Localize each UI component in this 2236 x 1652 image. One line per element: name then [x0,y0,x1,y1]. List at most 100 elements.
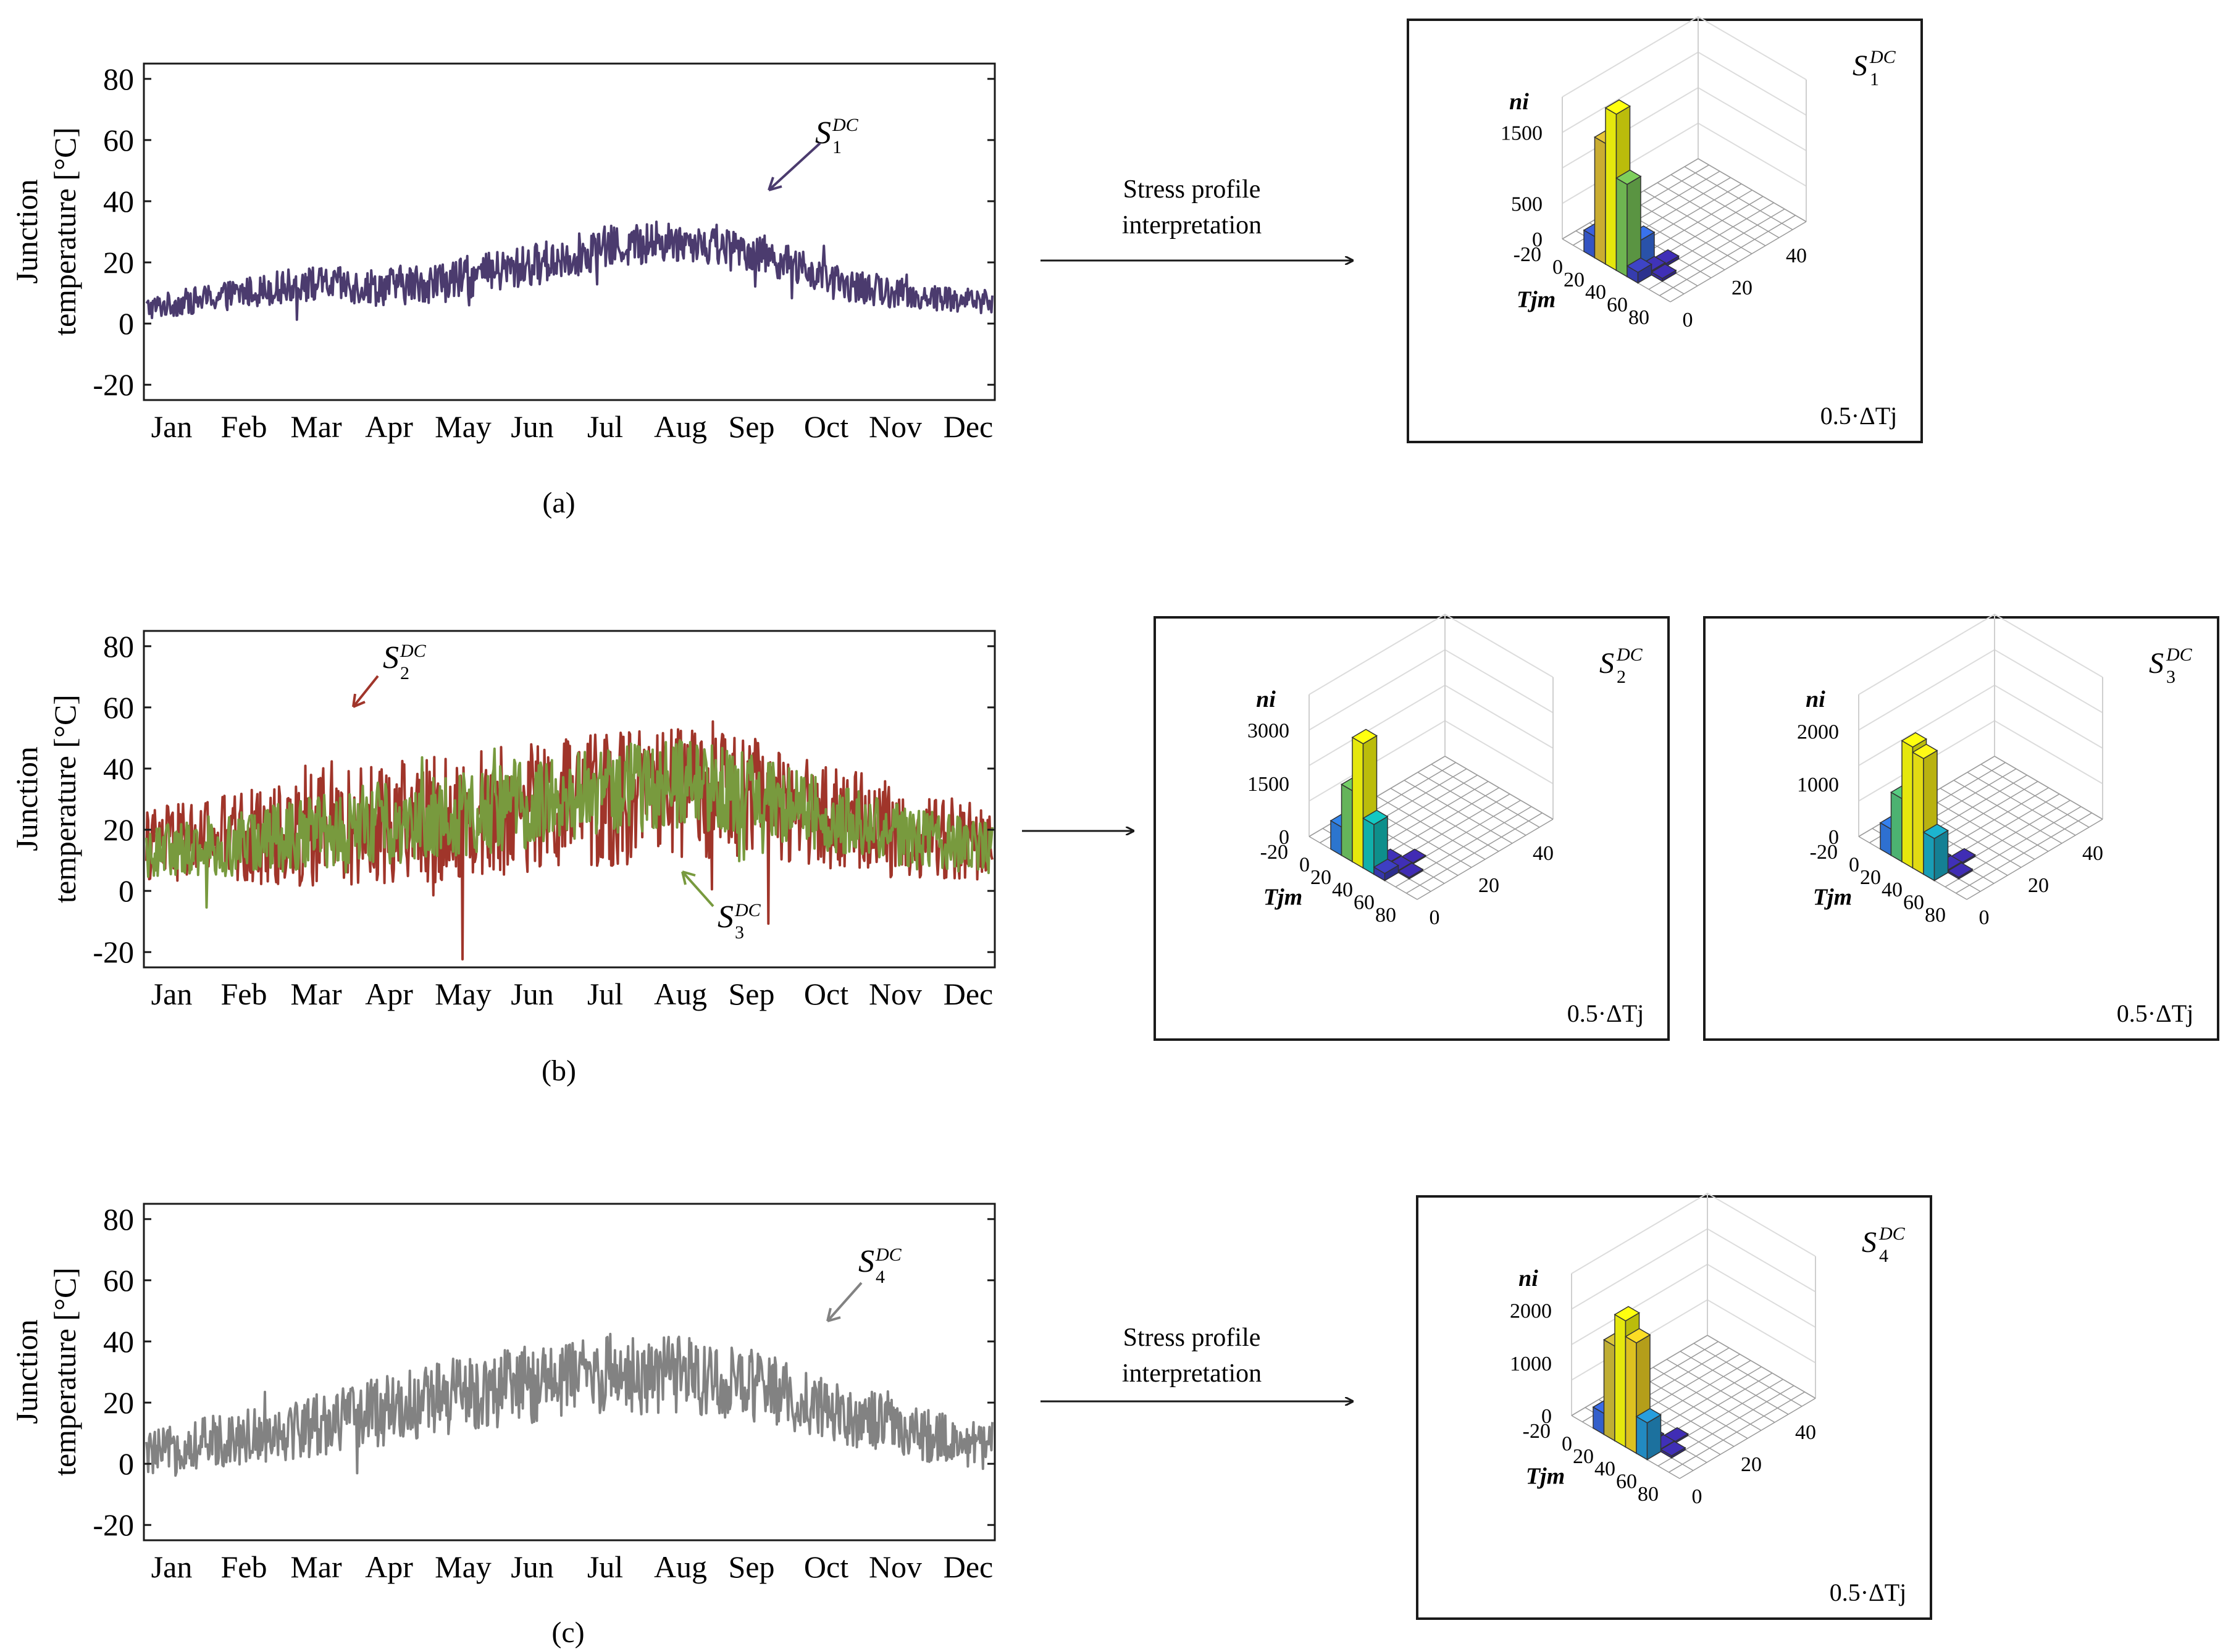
panel-c-ytick-label: 80 [103,1202,134,1237]
panel-b-annotation-s2: S 2 DC [383,640,427,683]
panel-b-annotation-s3-base: S [718,899,734,935]
hist-s2-bar-top [1351,728,1378,745]
panel-c-month-label: Apr [365,1550,413,1584]
hist-s4-xtick-label: 0 [1562,1432,1572,1455]
panel-c-ytick-label: -20 [93,1508,134,1542]
hist-s1-bar-top [1615,169,1642,185]
panel-a-series-annotation-sub: 1 [832,137,842,157]
hist-s1-wall-gridline [1562,15,1807,98]
panel-b-annotation-s3-arrow-head [681,870,696,885]
hist-s2-ytick-label: 20 [1478,874,1499,897]
hist-s3-zlabel: ni [1806,686,1825,712]
hist-s2-bar-top [1397,862,1424,878]
hist-s3-bar-top [1922,824,1949,840]
panel-c-ytick-label: 40 [103,1324,134,1359]
hist-s4-ytick-label: 40 [1795,1421,1816,1444]
panel-b-series-line-S3DC [145,739,994,909]
hist-s2-ytick-label: 40 [1533,842,1554,865]
panel-c-ytick-label: 60 [103,1263,134,1298]
hist-s2-bar [1397,862,1424,880]
hist-s2-zlabel: ni [1256,686,1276,712]
hist-s3-bar [1947,862,1974,880]
hist-s2-floor-line [1417,772,1526,836]
panel-a-month-label: Nov [869,409,922,444]
panel-a-month-label: Jan [151,409,193,444]
panel-c-month-label: Feb [221,1550,267,1584]
hist-s2-series-label-base: S [1599,647,1614,680]
hist-s4-xtick-label: 40 [1594,1458,1615,1480]
hist-s2-wall-gridline [1309,613,1554,695]
hist-s4-wall-gridline [1571,1192,1816,1274]
panel-c-label: (c) [551,1616,584,1649]
panel-b-month-label: Jun [511,977,553,1011]
panel-a-ylabel-line1: Junction [9,179,44,283]
hist-s1-floor-line [1630,198,1739,262]
panel-a-ytick-label: 40 [103,184,134,219]
panel-a-month-label: Feb [221,409,267,444]
arrow-a: Stress profile interpretation [1041,175,1352,261]
panel-a-ytick-label: 80 [103,62,134,96]
panel-b-annotation-s2-arrow-head [352,693,366,708]
hist-s4-xtick-label: -20 [1523,1420,1551,1443]
hist-s4-bar-front [1614,1314,1627,1448]
hist-s3-xtick-label: 20 [1860,866,1881,889]
panel-a-month-label: Mar [290,409,342,444]
hist-s4-ytick-label: 20 [1741,1453,1762,1476]
hist-s3-series-label-base: S [2149,647,2164,680]
hist-s1-frame [1407,19,1923,443]
hist-s2-bar-front [1341,783,1353,863]
hist-s4-bar-front [1603,1338,1615,1442]
hist-s4-bar-top [1625,1328,1651,1344]
panel-c-series-annotation-sub: 4 [876,1267,885,1287]
hist-s2-bar-front [1362,817,1375,875]
hist-s1-wall-gridline [1562,51,1807,133]
arrow-a-text-line2: interpretation [1122,211,1262,240]
panel-c-month-label: Mar [290,1550,342,1584]
hist-s3-series-label-sub: 3 [2166,667,2175,687]
hist-s1-xtick-label: 60 [1607,294,1628,317]
panel-a-month-label: Apr [365,409,413,444]
hist-s3-floor-line [1953,780,2062,844]
panel-b: -20 0 20 40 60 80 Jan Feb Mar Apr May Jun Jul Aug Sep… [9,629,996,1087]
hist-s3-series-label-sup: DC [2166,645,2193,665]
hist-s4-series-label-sub: 4 [1879,1246,1888,1266]
panel-b-month-label: Dec [944,977,994,1011]
hist-s3-wall-gridline [1858,720,2103,802]
hist-s2-wall-gridline [1309,649,1554,731]
hist-s2-floor-line [1390,788,1499,852]
panel-b-annotation-s3-arrow [681,870,714,907]
panel-a-series-line-S1DC [145,220,994,321]
panel-c-series-annotation: S 4 DC [858,1244,902,1287]
hist-s1-zlabel: ni [1509,89,1529,115]
panel-a-plot-frame [143,62,996,401]
hist-s4-floor-grid [1571,1335,1816,1479]
hist-s2-ytick-label: 0 [1430,906,1440,929]
hist-s3-bar [1922,824,1949,882]
panel-c-ytick-label: 0 [119,1446,134,1481]
hist-s1-series-label-sub: 1 [1870,69,1879,90]
hist-s2-ztick-label: 1500 [1247,773,1289,796]
hist-s2-xtick-label: 0 [1299,853,1310,876]
arrow-c-text-line2: interpretation [1122,1359,1262,1388]
panel-b-month-label: Aug [654,977,707,1011]
hist-s3-wall-gridline [1858,684,2103,766]
panel-b-month-label: Jan [151,977,193,1011]
panel-b-ytick-label: 20 [103,812,134,847]
hist-s4-floor-line [1652,1367,1762,1431]
hist-s3-xtick-label: 60 [1903,891,1924,914]
hist-s2-xtick-label: -20 [1260,841,1288,864]
hist-s2-bar [1373,858,1399,882]
hist-s4-wall-gridline [1571,1263,1816,1345]
panel-b-ylabel-line2: temperature [°C] [48,695,82,903]
hist-s2-series-label-sup: DC [1616,645,1643,665]
hist-s3-ytick-label: 0 [1979,906,1990,929]
panel-c-annotation-arrow-shaft [826,1282,863,1322]
hist-s4-floor-line [1707,1335,1816,1399]
hist-s1-ytick-label: 0 [1683,309,1693,332]
panel-b-month-label: Mar [290,977,342,1011]
panel-b-ytick-label: -20 [93,935,134,969]
hist-s1-xtick-label: 40 [1585,281,1606,304]
hist-s2-xtick-label: 80 [1375,904,1396,927]
panel-c-series-annotation-base: S [858,1244,874,1279]
panel-c-plot-frame [143,1203,996,1541]
